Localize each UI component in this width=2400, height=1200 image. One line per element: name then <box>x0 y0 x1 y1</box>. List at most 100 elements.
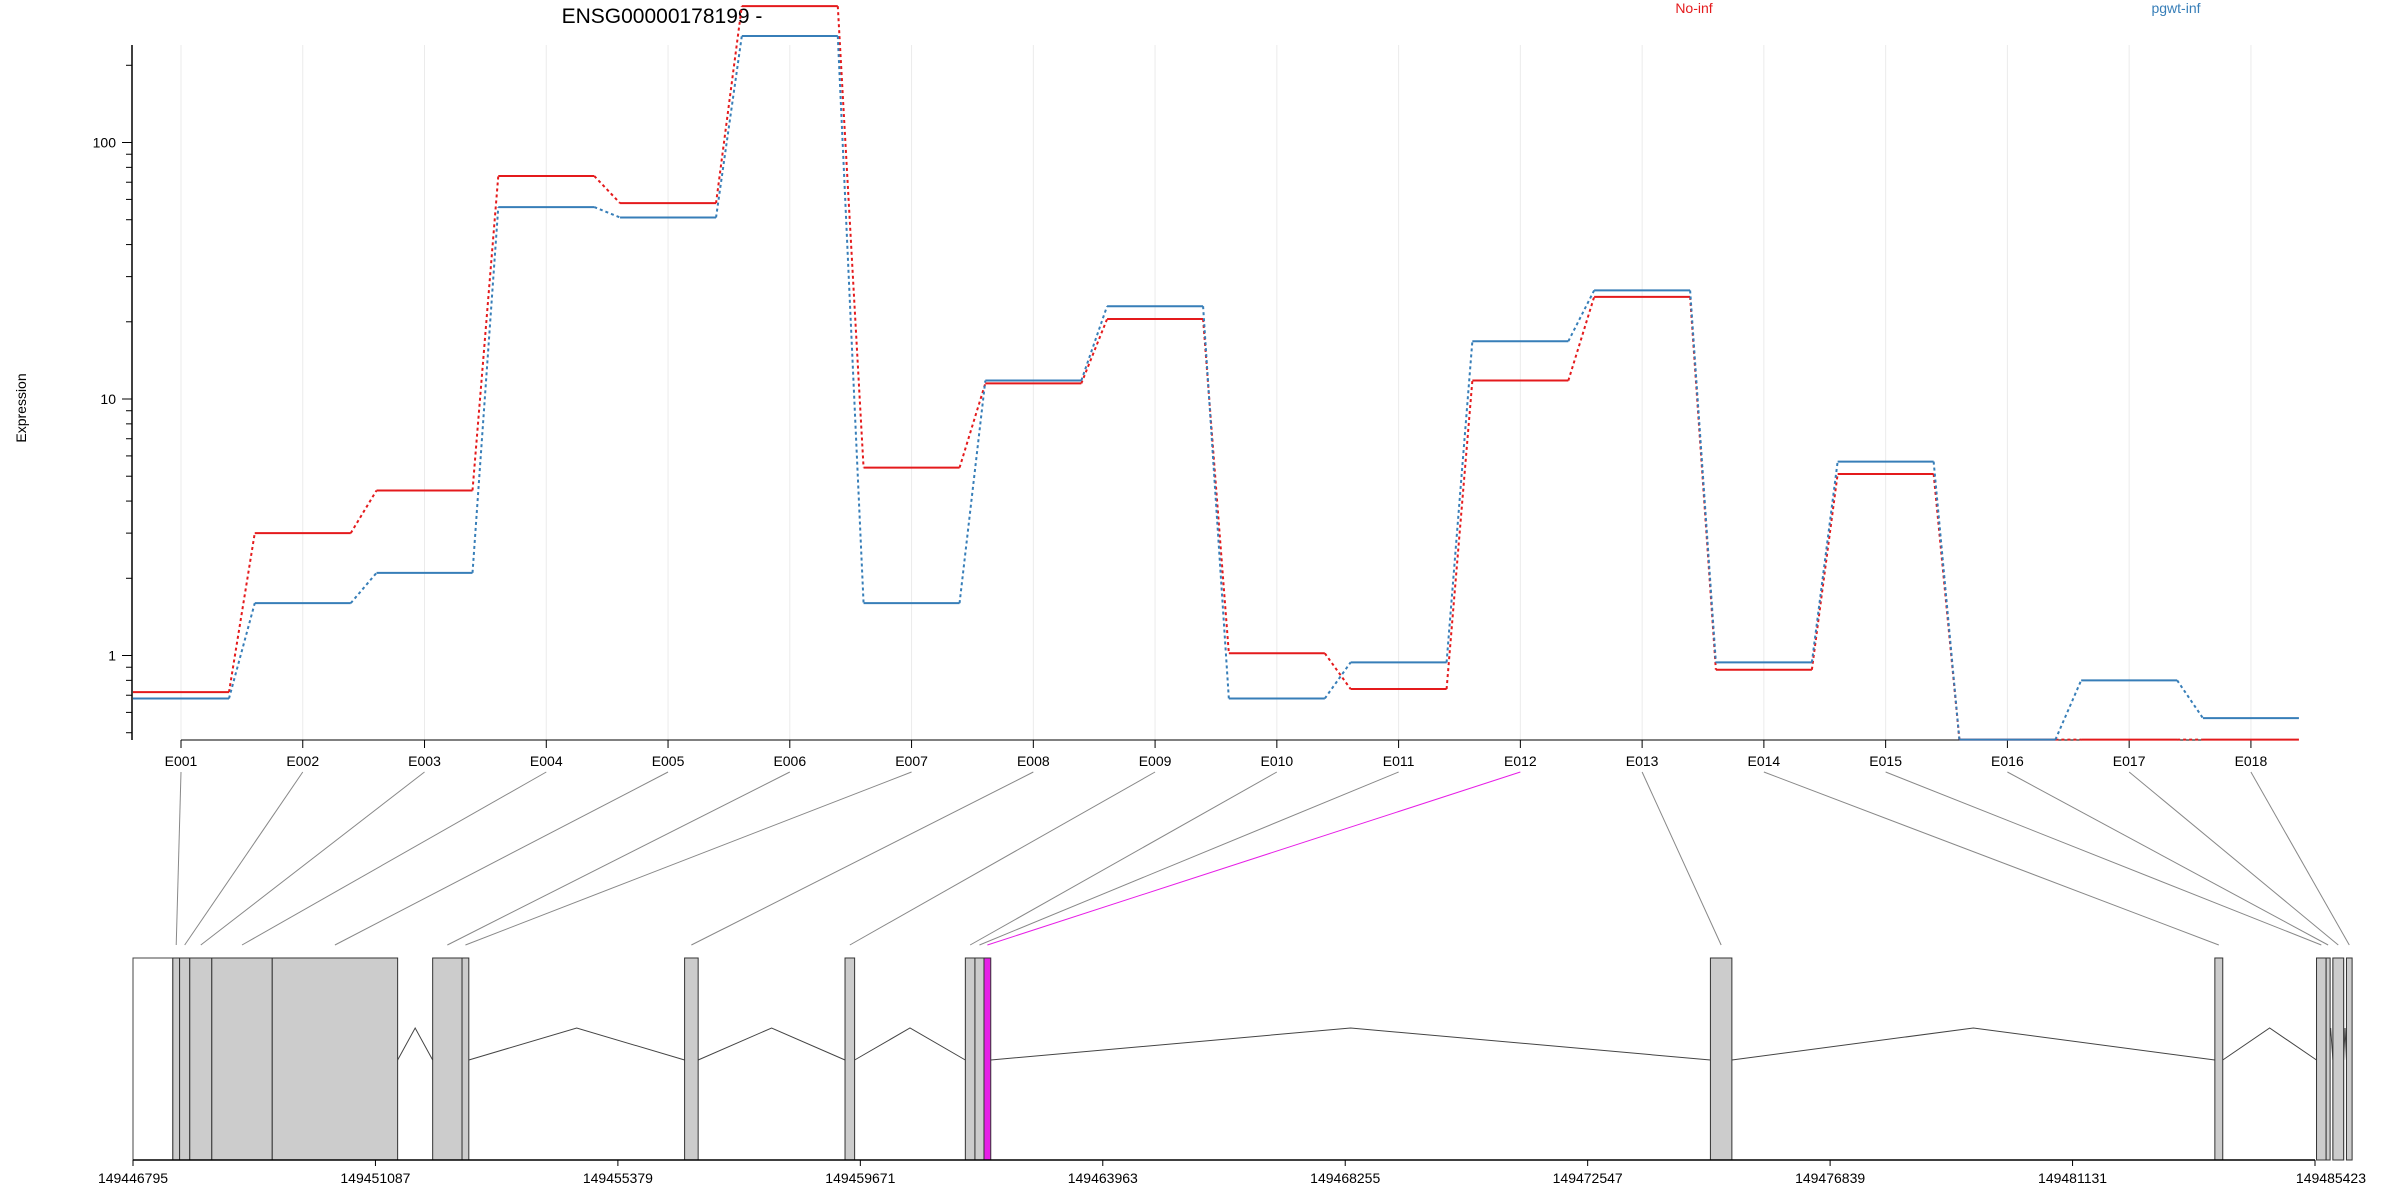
connector-e018 <box>2250 771 2350 946</box>
x-tick-label-e003: E003 <box>408 753 441 769</box>
series-no-inf-connector <box>1445 380 1474 690</box>
series-no-inf-connector <box>1810 473 1839 670</box>
series-no-inf-connector <box>471 175 500 491</box>
series-pgwt-inf-connector <box>1080 305 1109 381</box>
x-tick-label-e011: E011 <box>1383 753 1415 769</box>
series-no-inf-connector <box>228 532 256 693</box>
intron-4 <box>854 1027 966 1061</box>
x-axis: E001 E002 E003 E004 E005 E006 E007 E008 E009 E010… <box>165 739 2267 769</box>
connector-e001 <box>175 771 182 946</box>
exon-box-e005 <box>271 957 399 1161</box>
series-no-inf-connector <box>958 383 987 468</box>
intron-7 <box>2222 1027 2317 1061</box>
legend-entry-no-inf: No-inf <box>1675 0 1712 16</box>
x-tick-label-e010: E010 <box>1260 753 1293 769</box>
series-pgwt-inf-connector <box>836 36 865 604</box>
exon-box-e007 <box>461 957 470 1161</box>
y-axis-label: Expression <box>13 373 29 442</box>
exon-box-e013 <box>1709 957 1733 1161</box>
intron-2 <box>468 1027 685 1061</box>
series-lines <box>133 5 2299 741</box>
exon-box-e003 <box>189 957 213 1161</box>
exon-box-e002 <box>179 957 191 1161</box>
connector-e002 <box>184 771 304 946</box>
connector-e007 <box>465 771 912 946</box>
legend: No-inf pgwt-inf <box>1675 0 2200 16</box>
genomic-tick-label-149485423: 149485423 <box>2296 1170 2366 1186</box>
exon-box-e010 <box>964 957 976 1161</box>
genomic-tick-label-149459671: 149459671 <box>825 1170 895 1186</box>
x-tick-label-e006: E006 <box>773 753 806 769</box>
gene-model <box>132 957 2353 1161</box>
intron-1 <box>397 1026 434 1061</box>
series-pgwt-inf-connector <box>349 572 378 604</box>
exon-box-e018 <box>2345 957 2353 1161</box>
genomic-tick-label-149468255: 149468255 <box>1310 1170 1380 1186</box>
x-tick-label-e005: E005 <box>652 753 685 769</box>
exon-box-e014 <box>2214 957 2224 1161</box>
exon-connector-lines <box>175 771 2350 946</box>
x-tick-label-e008: E008 <box>1017 753 1050 769</box>
series-pgwt-inf-connector <box>1567 289 1596 342</box>
connector-e013 <box>1641 771 1722 946</box>
series-pgwt-inf-connector <box>715 35 743 218</box>
utr-box-1 <box>132 957 174 1161</box>
series-no-inf <box>133 5 2299 741</box>
x-tick-label-e015: E015 <box>1869 753 1902 769</box>
connector-e015 <box>1885 771 2322 946</box>
genomic-tick-label-149451087: 149451087 <box>340 1170 410 1186</box>
series-no-inf-connector <box>836 6 865 468</box>
chart-title: ENSG00000178199 - <box>562 5 763 28</box>
series-no-inf-connector <box>1567 296 1596 381</box>
genomic-tick-label-149463963: 149463963 <box>1068 1170 1138 1186</box>
exon-box-e016 <box>2325 957 2331 1161</box>
series-no-inf-connector <box>349 489 378 534</box>
series-no-inf-connector <box>1324 652 1352 690</box>
intron-3 <box>697 1027 846 1061</box>
series-pgwt-inf-connector <box>593 206 621 219</box>
series-no-inf-connector <box>593 175 621 204</box>
series-pgwt-inf-connector <box>1324 661 1352 700</box>
intron-5 <box>990 1027 1711 1061</box>
y-tick-label-10: 10 <box>100 391 116 407</box>
exon-box-e001 <box>172 957 181 1161</box>
series-pgwt-inf <box>133 35 2299 741</box>
series-pgwt-inf-connector <box>2176 679 2204 719</box>
exon-box-e017 <box>2332 957 2345 1161</box>
y-axis: 1 10 100 <box>93 45 133 740</box>
series-pgwt-inf-connector <box>471 207 500 573</box>
connector-e003 <box>200 771 425 946</box>
exon-box-e011 <box>974 957 985 1161</box>
connector-e016 <box>2007 771 2329 946</box>
legend-entry-pgwt-inf: pgwt-inf <box>2151 0 2200 16</box>
x-tick-label-e001: E001 <box>165 753 198 769</box>
x-tick-label-e017: E017 <box>2113 753 2146 769</box>
genomic-tick-label-149455379: 149455379 <box>583 1170 653 1186</box>
x-tick-label-e013: E013 <box>1626 753 1659 769</box>
intron-6 <box>1731 1027 2215 1061</box>
x-tick-label-e012: E012 <box>1504 753 1537 769</box>
exon-box-e015 <box>2316 957 2327 1161</box>
series-pgwt-inf-connector <box>228 602 256 699</box>
grid <box>180 45 2252 740</box>
exon-box-e009 <box>844 957 856 1161</box>
connector-e005 <box>334 771 669 946</box>
connector-e012 <box>987 771 1521 946</box>
series-pgwt-inf-connector <box>1810 461 1839 663</box>
exon-box-e006 <box>432 957 463 1161</box>
connector-e004 <box>241 771 547 946</box>
series-pgwt-inf-connector <box>1202 306 1230 699</box>
series-no-inf-connector <box>1202 318 1230 654</box>
genomic-axis: 149446795 149451087 149455379 149459671 1494… <box>98 1159 2366 1186</box>
exon-box-e012 <box>983 957 992 1161</box>
genomic-tick-label-149446795: 149446795 <box>98 1170 168 1186</box>
series-pgwt-inf-connector <box>958 380 987 604</box>
connector-e009 <box>849 771 1156 946</box>
connector-e010 <box>969 771 1278 946</box>
x-tick-label-e016: E016 <box>1991 753 2024 769</box>
genomic-tick-label-149481131: 149481131 <box>2038 1170 2107 1186</box>
x-tick-label-e002: E002 <box>286 753 319 769</box>
series-no-inf-connector <box>715 6 743 204</box>
connector-e017 <box>2128 771 2339 946</box>
